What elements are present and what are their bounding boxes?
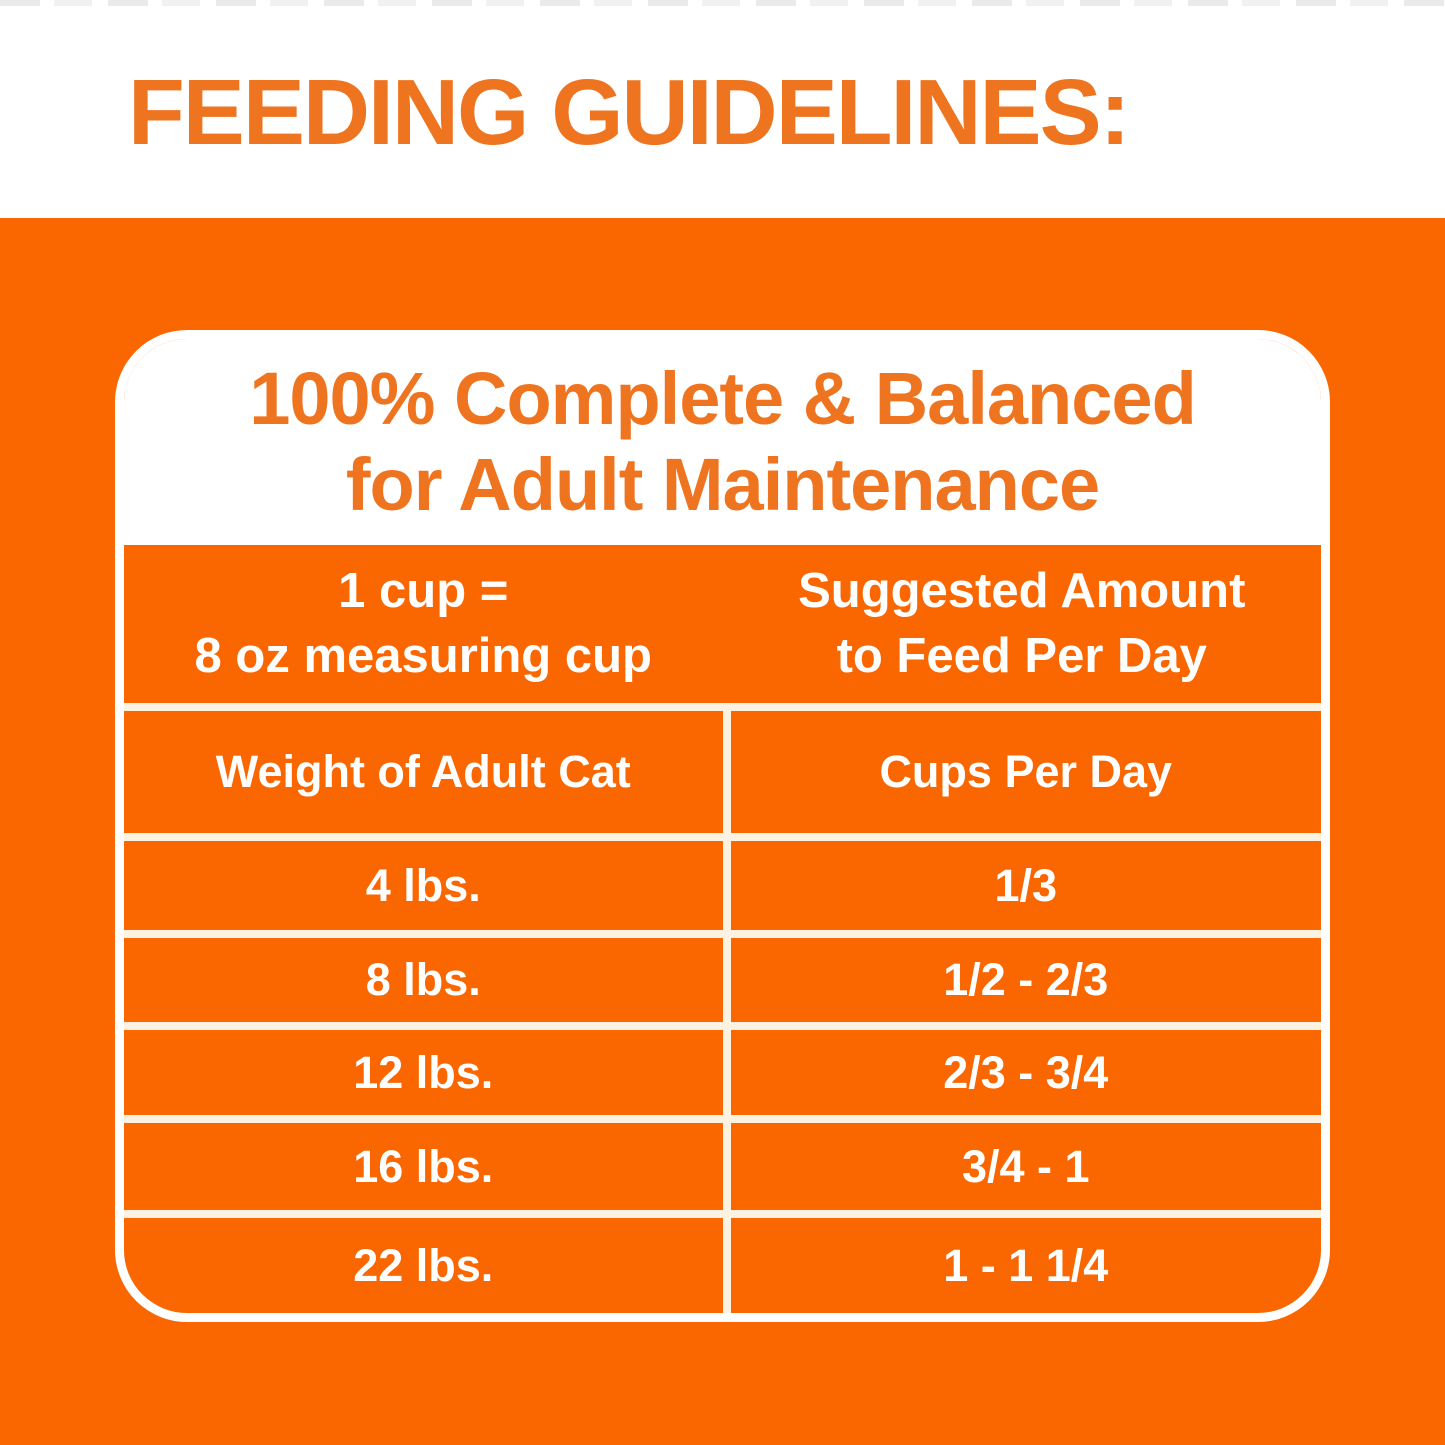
table-row-weight: 8 lbs. (124, 930, 723, 1022)
measure-note-cell: 1 cup = 8 oz measuring cup (124, 545, 723, 703)
suggested-amount-line2: to Feed Per Day (836, 629, 1207, 683)
top-edge-artifact (0, 0, 1445, 6)
suggested-amount-cell: Suggested Amount to Feed Per Day (723, 545, 1322, 703)
page-title: FEEDING GUIDELINES: (128, 59, 1131, 164)
feeding-guidelines-card: 100% Complete & Balanced for Adult Maint… (115, 330, 1330, 1322)
card-heading-block: 100% Complete & Balanced for Adult Maint… (124, 339, 1321, 545)
table-row-cups: 1/2 - 2/3 (722, 930, 1321, 1022)
measure-note-line1: 1 cup = (338, 564, 509, 619)
suggested-amount-line1: Suggested Amount (798, 564, 1246, 619)
card-title-line1: 100% Complete & Balanced (249, 357, 1197, 441)
table-header-row: 1 cup = 8 oz measuring cup Suggested Amo… (124, 545, 1321, 703)
table-row-cups: 2/3 - 3/4 (722, 1022, 1321, 1115)
table-row-cups: 1 - 1 1/4 (722, 1210, 1321, 1313)
table-row-weight: 16 lbs. (124, 1115, 723, 1210)
table-row-weight: 12 lbs. (124, 1022, 723, 1115)
table-row-cups: 1/3 (722, 833, 1321, 930)
guidelines-section: 100% Complete & Balanced for Adult Maint… (0, 218, 1445, 1445)
column-header-cups: Cups Per Day (722, 703, 1321, 833)
table-row-weight: 22 lbs. (124, 1210, 723, 1313)
table-row-weight: 4 lbs. (124, 833, 723, 930)
table-row-cups: 3/4 - 1 (722, 1115, 1321, 1210)
column-header-weight: Weight of Adult Cat (124, 703, 723, 833)
card-title-line2: for Adult Maintenance (345, 443, 1100, 526)
measure-note-line2: 8 oz measuring cup (194, 629, 652, 683)
feeding-table: 1 cup = 8 oz measuring cup Suggested Amo… (124, 545, 1321, 1313)
header-banner: FEEDING GUIDELINES: (0, 6, 1445, 218)
